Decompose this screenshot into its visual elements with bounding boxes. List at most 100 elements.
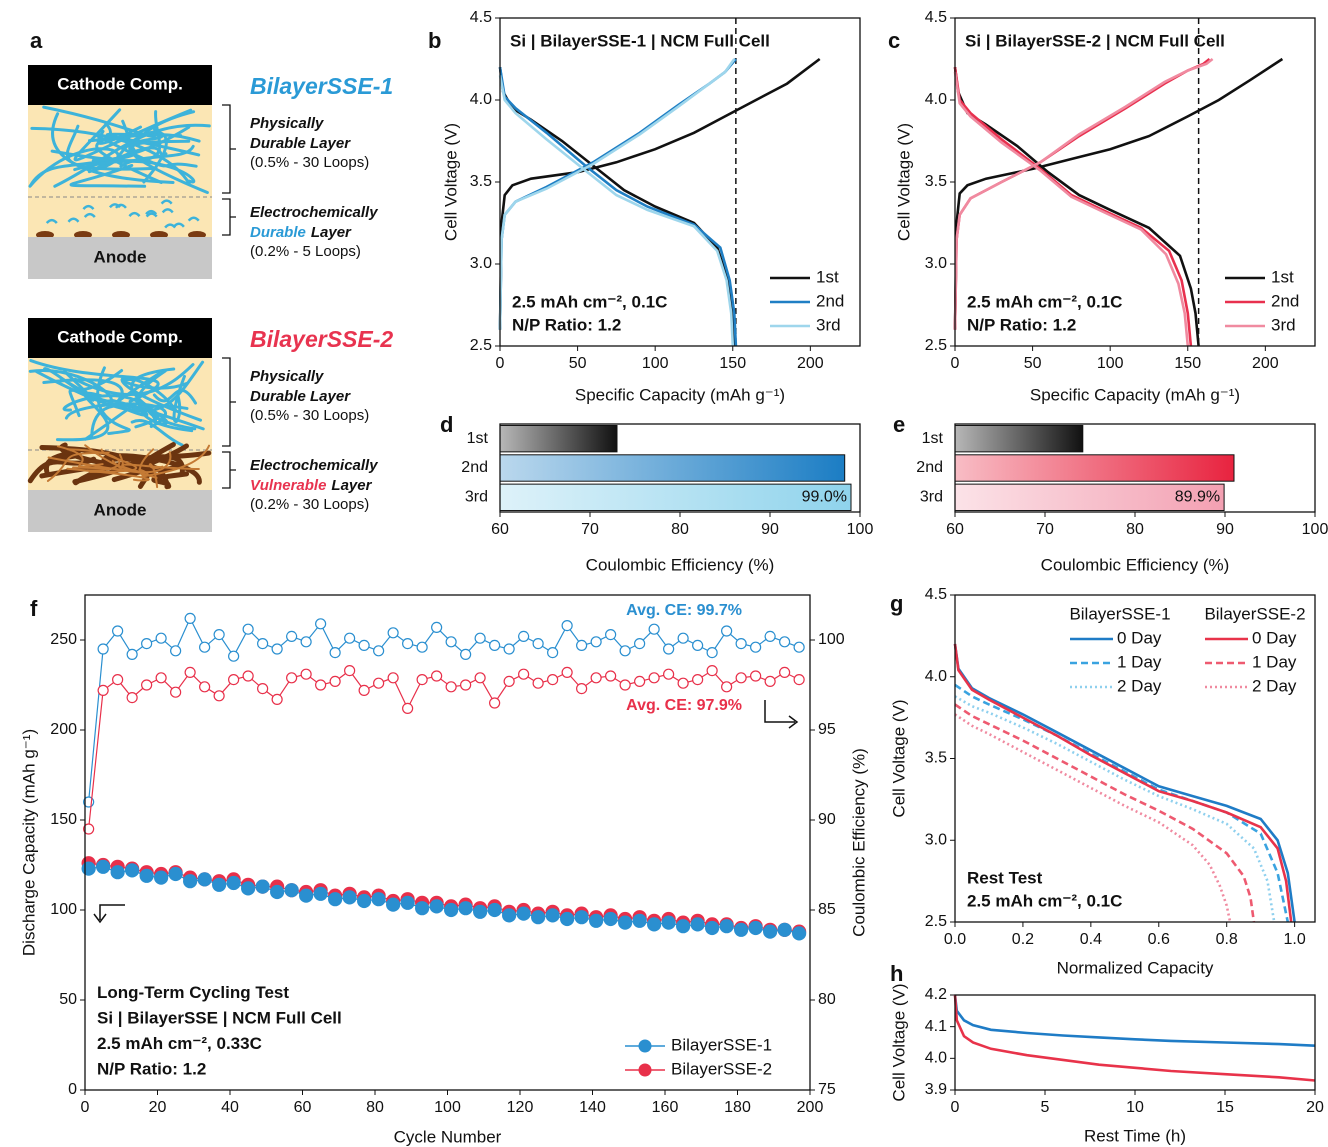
data-point [155, 672, 167, 684]
layer-name: Durable Layer [250, 135, 351, 152]
x-tick-label: 70 [1036, 521, 1054, 538]
y-tick-label: 4.0 [925, 668, 947, 685]
x-tick-label: 90 [1216, 521, 1234, 538]
data-point [329, 646, 341, 659]
data-point [184, 666, 196, 679]
y-tick-label: 4.0 [925, 1050, 947, 1067]
data-point [634, 675, 646, 688]
panel-letter: e [893, 412, 905, 437]
anode-block [28, 237, 212, 279]
cathode-block [28, 318, 212, 358]
data-point [126, 691, 138, 704]
y-tick-label: 3.0 [925, 255, 947, 272]
y-tick-label: 4.5 [925, 586, 947, 603]
data-point [183, 874, 198, 889]
x-axis-label: Specific Capacity (mAh g⁻¹) [575, 385, 785, 404]
data-point [518, 630, 530, 643]
legend-label: 1 Day [1252, 652, 1297, 671]
data-point [474, 672, 486, 684]
short-loop [172, 222, 185, 228]
layer-name: Physically [250, 368, 324, 385]
polymer-loop [148, 463, 164, 489]
left-axis-arrow [93, 904, 125, 924]
polymer-loop [66, 448, 121, 472]
y2-tick-label: 80 [818, 991, 836, 1008]
data-point [112, 673, 124, 686]
data-point [458, 901, 473, 916]
short-loop [145, 212, 158, 218]
data-point [777, 922, 792, 937]
data-point [590, 636, 602, 648]
data-point [460, 648, 472, 661]
data-point [271, 643, 283, 655]
panel-letter: d [440, 412, 453, 437]
data-point [502, 908, 517, 923]
data-point [792, 926, 807, 941]
data-point [228, 650, 240, 662]
short-loop [45, 218, 58, 224]
data-point [357, 893, 372, 909]
data-point [255, 879, 270, 894]
x-tick-label: 0.0 [944, 931, 966, 948]
y2-tick-label: 90 [818, 811, 836, 828]
annotation: N/P Ratio: 1.2 [97, 1059, 206, 1078]
plot-frame [84, 594, 811, 1091]
legend-group-title: BilayerSSE-2 [1204, 604, 1305, 623]
annotation: Rest Test [967, 868, 1043, 887]
data-point [184, 612, 196, 625]
layer-name: Electrochemically [250, 204, 378, 221]
data-point [489, 697, 501, 709]
data-point [721, 681, 733, 693]
legend-label: 0 Day [1252, 628, 1297, 647]
y-tick-label: 0 [68, 1081, 77, 1098]
data-point [663, 643, 675, 655]
data-point [648, 623, 660, 635]
x-tick-label: 140 [579, 1099, 606, 1116]
data-point [402, 637, 414, 650]
x-tick-label: 150 [1174, 355, 1201, 372]
x-tick-label: 0.2 [1012, 931, 1034, 948]
data-point [532, 637, 544, 650]
data-point [170, 686, 182, 698]
polymer-loop [118, 130, 168, 184]
y-axis-label: Cell Voltage (V) [889, 983, 908, 1101]
data-point [748, 920, 763, 936]
ce-label: Avg. CE: 97.9% [626, 697, 742, 714]
data-point [676, 919, 691, 934]
short-loop [108, 203, 121, 209]
polymer-loop [42, 371, 162, 404]
data-point [648, 672, 660, 684]
data-point [300, 668, 312, 680]
data-point [719, 919, 734, 934]
polymer-loop [96, 366, 131, 436]
legend-label: 1st [1271, 267, 1294, 286]
panel-letter: f [30, 596, 38, 621]
short-loop [160, 199, 173, 205]
x-tick-label: 150 [719, 355, 746, 372]
x-tick-label: 80 [1126, 521, 1144, 538]
polymer-loop [29, 125, 191, 188]
x-tick-label: 60 [294, 1099, 312, 1116]
category-label: 3rd [465, 489, 488, 506]
data-point [213, 628, 225, 641]
data-point [342, 890, 357, 905]
data-point [168, 866, 183, 882]
annotation: N/P Ratio: 1.2 [512, 315, 621, 334]
data-point [328, 892, 343, 907]
y-tick-label: 2.5 [925, 913, 947, 930]
series-line [954, 695, 1276, 923]
series-line [953, 643, 1296, 923]
legend-label: 2nd [1271, 291, 1299, 310]
data-point [96, 859, 111, 874]
data-point [516, 906, 531, 921]
data-point [560, 911, 575, 927]
y-tick-label: 4.5 [470, 9, 492, 26]
data-point [241, 881, 256, 896]
y-tick-label: 250 [50, 631, 77, 648]
data-point [429, 899, 444, 914]
layer-name-rest: Layer [311, 224, 352, 241]
data-point [242, 623, 254, 635]
layer-accent: Vulnerable [250, 477, 326, 494]
series-line [953, 57, 1214, 347]
data-point [226, 875, 241, 891]
